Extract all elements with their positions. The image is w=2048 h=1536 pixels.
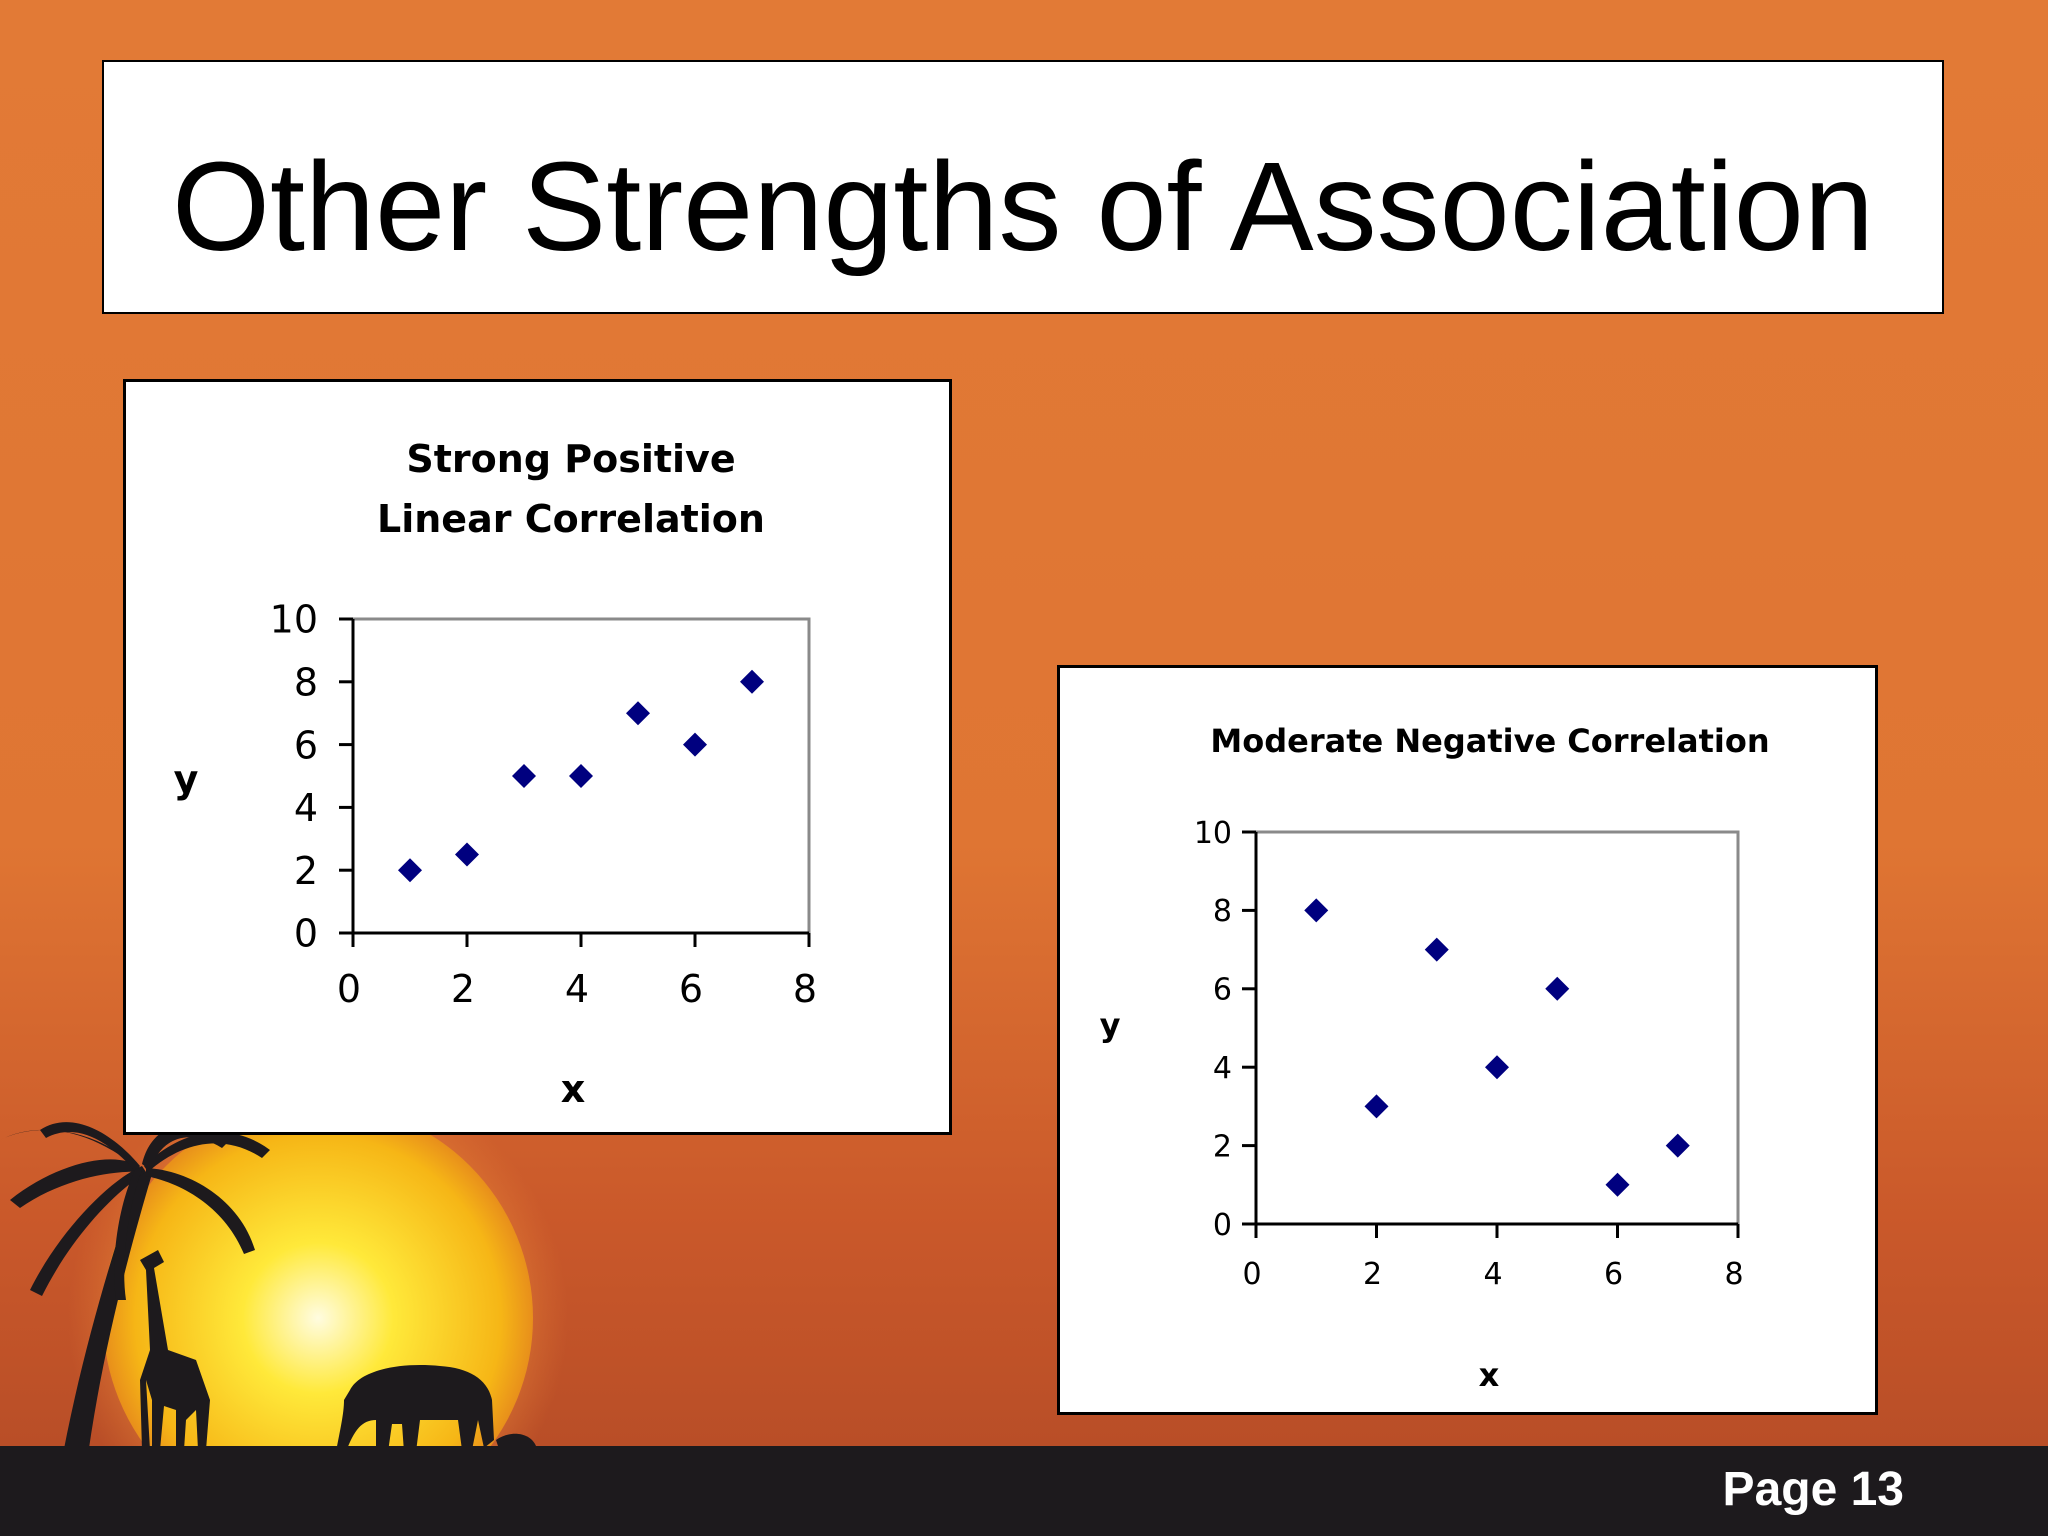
x-tick-label: 0 bbox=[337, 967, 361, 1011]
y-tick-label: 0 bbox=[1213, 1208, 1232, 1243]
plot-area bbox=[1254, 830, 1740, 1226]
x-tick-label: 6 bbox=[1604, 1257, 1623, 1292]
data-point bbox=[1304, 898, 1329, 923]
scatter-chart-positive: Strong Positive Linear Correlation 0 2 4 6 8 10… bbox=[174, 437, 817, 1111]
x-tick-label: 2 bbox=[1363, 1257, 1382, 1292]
y-tick-label: 8 bbox=[1213, 894, 1232, 929]
bottom-band bbox=[0, 1446, 2048, 1536]
y-tick-label: 6 bbox=[1213, 973, 1232, 1008]
sun bbox=[103, 1103, 533, 1533]
data-point bbox=[1605, 1172, 1630, 1197]
y-axis-label: y bbox=[1100, 1006, 1121, 1044]
title-box: Other Strengths of Association bbox=[102, 60, 1944, 314]
data-point bbox=[626, 701, 650, 726]
y-tick-label: 2 bbox=[1213, 1129, 1232, 1164]
y-tick-label: 0 bbox=[294, 912, 318, 956]
data-point bbox=[1545, 976, 1570, 1001]
x-axis-label: x bbox=[561, 1067, 586, 1111]
y-tick-label: 8 bbox=[294, 660, 318, 704]
chart-panel-positive: Strong Positive Linear Correlation 0 2 4 6 8 10… bbox=[123, 379, 952, 1135]
x-tick-label: 4 bbox=[1483, 1257, 1502, 1292]
data-point bbox=[740, 669, 764, 694]
data-point bbox=[455, 842, 479, 867]
y-tick-label: 2 bbox=[294, 849, 318, 893]
data-point bbox=[1364, 1094, 1389, 1119]
scatter-chart-negative: Moderate Negative Correlation 0 2 4 6 8 10 0 2 4 6… bbox=[1100, 722, 1770, 1394]
giraffe-icon bbox=[140, 1250, 210, 1450]
data-point bbox=[1424, 937, 1449, 962]
x-tick-label: 2 bbox=[451, 967, 475, 1011]
y-tick-label: 4 bbox=[294, 786, 318, 830]
x-tick-label: 6 bbox=[679, 967, 703, 1011]
x-tick-label: 4 bbox=[565, 967, 589, 1011]
y-tick-label: 4 bbox=[1213, 1051, 1232, 1086]
data-point bbox=[398, 858, 422, 883]
x-tick-label: 0 bbox=[1242, 1257, 1261, 1292]
x-axis-label: x bbox=[1479, 1356, 1500, 1394]
y-axis-label: y bbox=[174, 757, 199, 801]
data-point bbox=[512, 764, 536, 788]
x-tick-label: 8 bbox=[1724, 1257, 1743, 1292]
data-point bbox=[683, 732, 707, 757]
x-tick-label: 8 bbox=[793, 967, 817, 1011]
chart-panel-negative: Moderate Negative Correlation 0 2 4 6 8 10 0 2 4 6… bbox=[1057, 665, 1878, 1415]
y-tick-label: 10 bbox=[270, 598, 318, 642]
palm-tree-icon bbox=[0, 1122, 270, 1470]
slide-title: Other Strengths of Association bbox=[172, 136, 1874, 277]
data-point bbox=[1665, 1133, 1690, 1158]
y-tick-label: 6 bbox=[294, 723, 318, 767]
data-point bbox=[569, 764, 593, 788]
chart-title-line: Moderate Negative Correlation bbox=[1210, 722, 1769, 760]
y-tick-label: 10 bbox=[1194, 816, 1232, 851]
data-point bbox=[1485, 1055, 1509, 1080]
page-number: Page 13 bbox=[1722, 1463, 1904, 1516]
chart-title-line: Strong Positive bbox=[406, 437, 735, 481]
chart-title-line: Linear Correlation bbox=[377, 497, 765, 541]
